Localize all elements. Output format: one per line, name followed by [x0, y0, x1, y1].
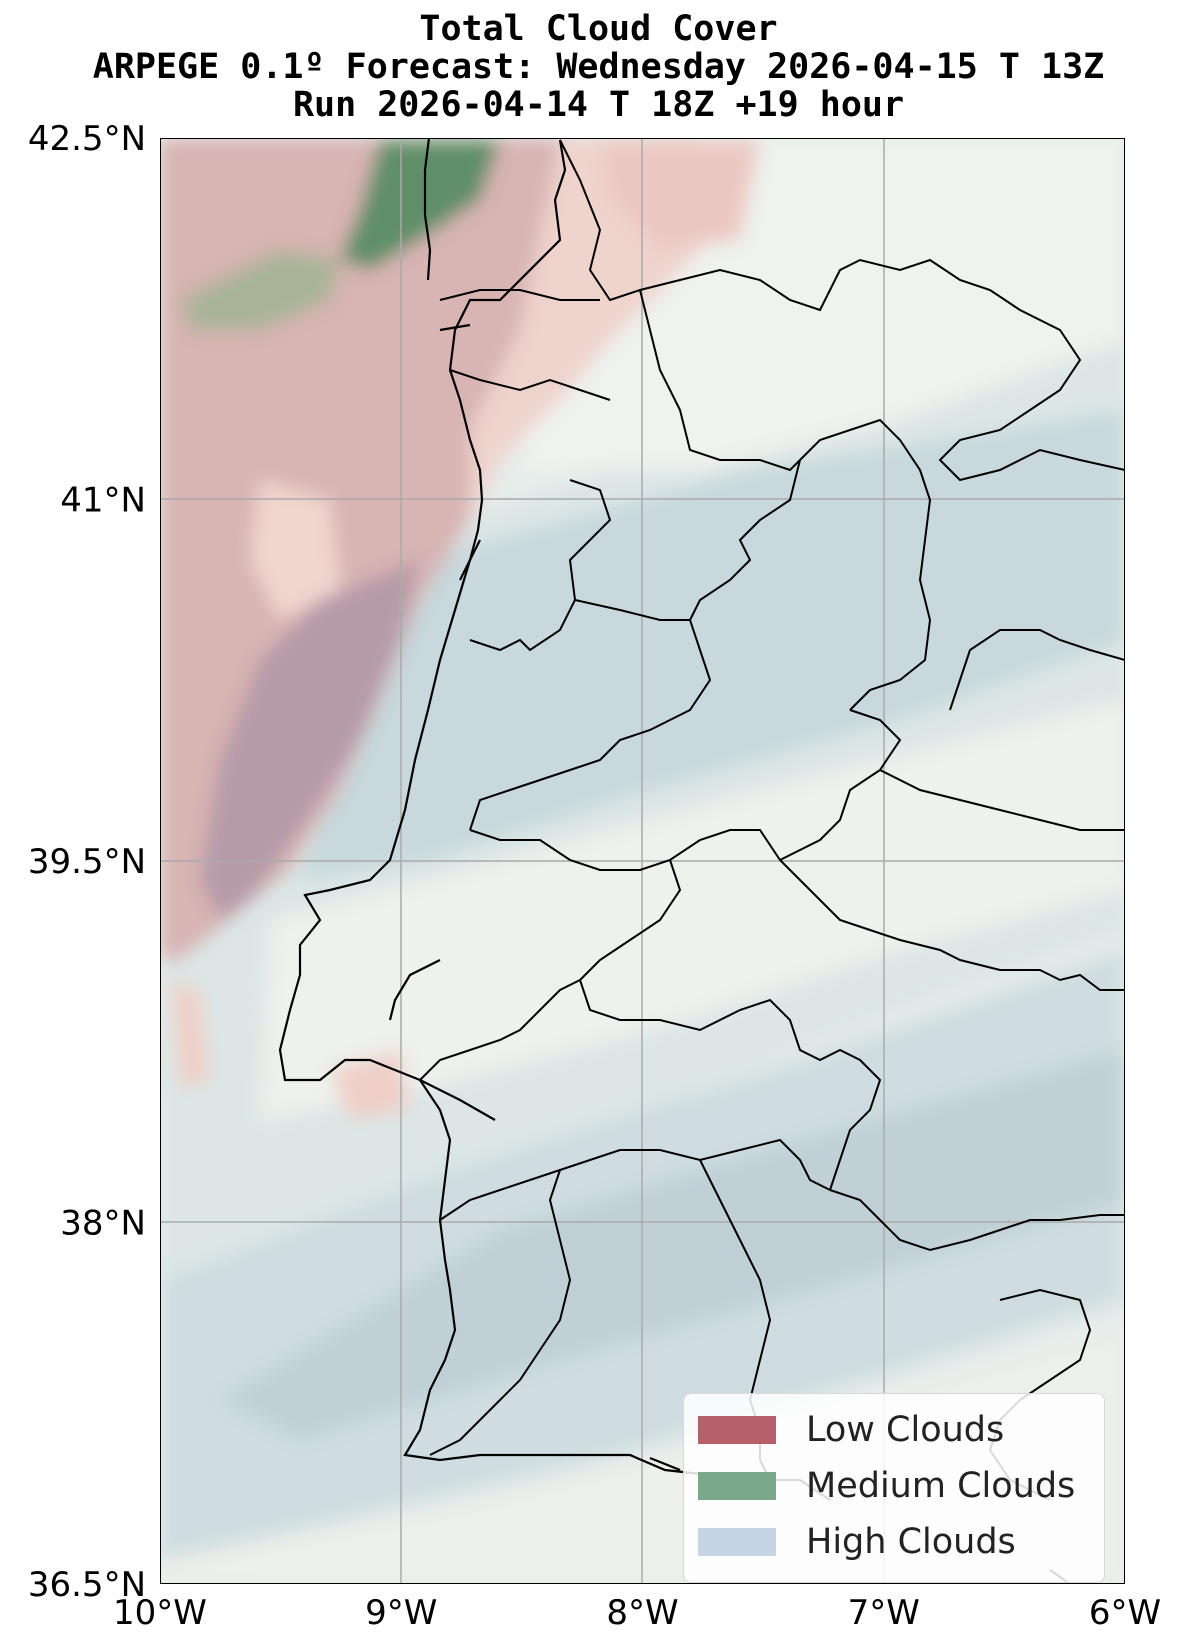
legend-label-medium-clouds: Medium Clouds	[806, 1466, 1076, 1506]
low-cloud-southwest-patch	[170, 980, 210, 1090]
title-line-1: Total Cloud Cover	[419, 9, 778, 49]
title-line-3: Run 2026-04-14 T 18Z +19 hour	[292, 85, 905, 125]
lat-tick-label-2: 39.5°N	[28, 842, 146, 882]
clear-band-middle	[260, 700, 1125, 1120]
legend-swatch-low-clouds	[698, 1416, 776, 1444]
district-borders	[419, 139, 1125, 1501]
lat-tick-label-4: 36.5°N	[28, 1565, 146, 1605]
lon-tick-label-1: 9°W	[365, 1593, 437, 1633]
legend-item-high-clouds: High Clouds	[698, 1522, 1016, 1562]
graticule	[160, 138, 1125, 1584]
legend-swatch-medium-clouds	[698, 1472, 776, 1500]
medium-cloud-light	[180, 250, 340, 330]
title-line-2: ARPEGE 0.1º Forecast: Wednesday 2026-04-…	[92, 47, 1105, 87]
map-title: Total Cloud Cover ARPEGE 0.1º Forecast: …	[0, 10, 1197, 124]
lon-tick-label-2: 8°W	[606, 1593, 678, 1633]
legend: Low Clouds Medium Clouds High Clouds	[683, 1393, 1105, 1583]
legend-label-low-clouds: Low Clouds	[806, 1410, 1005, 1450]
coastline	[278, 138, 1071, 1584]
longitude-tick-labels: 10°W 9°W 8°W 7°W 6°W	[113, 1593, 1161, 1633]
medium-cloud-plume	[340, 140, 500, 270]
legend-item-low-clouds: Low Clouds	[698, 1410, 1004, 1450]
low-high-overlap	[200, 560, 420, 920]
high-cloud-band-central	[300, 410, 1125, 880]
latitude-tick-labels: 42.5°N 41°N 39.5°N 38°N 36.5°N	[28, 119, 146, 1605]
lat-tick-label-0: 42.5°N	[28, 119, 146, 159]
lat-tick-label-1: 41°N	[60, 481, 146, 521]
lon-tick-label-4: 6°W	[1089, 1593, 1161, 1633]
lat-tick-label-3: 38°N	[60, 1204, 146, 1244]
low-cloud-light-west	[250, 480, 340, 620]
legend-item-medium-clouds: Medium Clouds	[698, 1466, 1075, 1506]
legend-label-high-clouds: High Clouds	[806, 1522, 1016, 1562]
low-cloud-north-patch	[600, 140, 760, 250]
high-cloud-band-south-core	[220, 1050, 1125, 1440]
map-plot-area	[160, 138, 1125, 1584]
lon-tick-label-0: 10°W	[113, 1593, 207, 1633]
legend-swatch-high-clouds	[698, 1528, 776, 1556]
lon-tick-label-3: 7°W	[848, 1593, 920, 1633]
